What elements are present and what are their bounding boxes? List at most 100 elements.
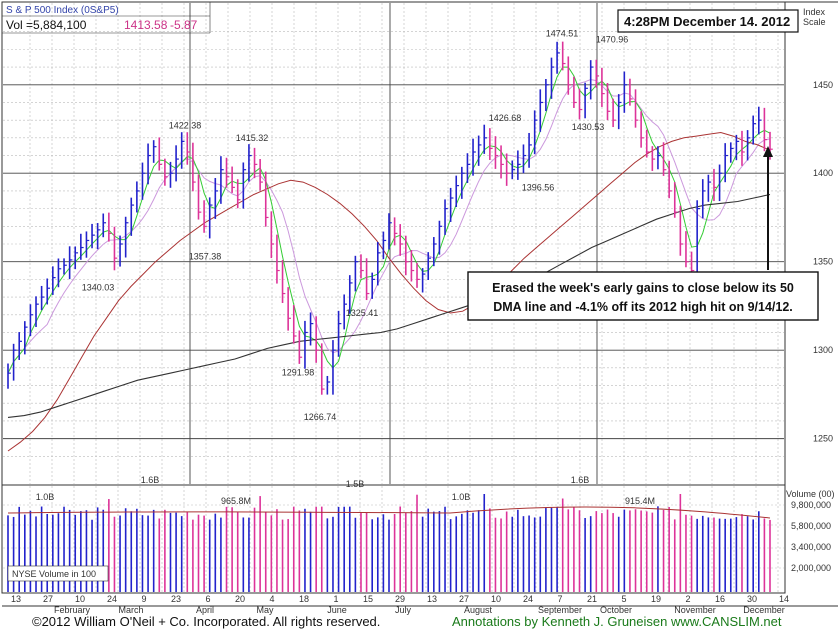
price-bar	[567, 56, 572, 95]
price-bar	[477, 135, 482, 166]
volume-tick-label: 3,400,000	[791, 542, 831, 552]
price-bar	[696, 200, 700, 278]
y-tick-label: 1300	[813, 345, 833, 355]
x-day-label: 14	[779, 594, 789, 604]
annotation-line-2: DMA line and -4.1% off its 2012 high hit…	[493, 300, 793, 314]
footer-copyright: ©2012 William O'Neil + Co. Incorporated.…	[32, 614, 380, 629]
price-bar	[57, 258, 62, 288]
x-day-label: 20	[235, 594, 245, 604]
price-bar	[606, 83, 611, 121]
volume-label: 1.6B	[141, 475, 160, 485]
y-tick-label: 1400	[813, 168, 833, 178]
price-bar	[601, 67, 605, 107]
volume-readout: Vol =5,884,100	[6, 18, 87, 32]
x-day-label: 7	[557, 594, 562, 604]
price-bar	[623, 71, 628, 113]
ma200-line	[7, 193, 771, 418]
price-label: 1426.68	[489, 113, 522, 123]
price-bars	[7, 41, 773, 395]
price-bar	[393, 217, 398, 246]
volume-label: 1.5B	[346, 479, 365, 489]
annotation-line-1: Erased the week's early gains to close b…	[492, 281, 794, 295]
price-bar	[533, 110, 538, 155]
price-bar	[584, 82, 588, 119]
price-bar	[657, 146, 661, 170]
x-month-label: August	[464, 605, 493, 615]
price-bar	[68, 246, 73, 280]
price-bar	[197, 174, 202, 220]
price-bar	[29, 304, 34, 337]
volume-axis-title: Volume (00)	[786, 489, 835, 499]
price-label: 1340.03	[82, 282, 115, 292]
price-bar	[528, 132, 532, 168]
price-bar	[152, 140, 157, 163]
x-day-label: 6	[205, 594, 210, 604]
price-bar	[63, 258, 67, 275]
x-day-label: 21	[587, 594, 597, 604]
price-bar	[147, 143, 151, 185]
price-bar	[511, 160, 516, 180]
price-bar	[545, 79, 549, 112]
price-bar	[119, 235, 123, 267]
y-tick-label: 1450	[813, 80, 833, 90]
price-bar	[304, 320, 308, 369]
x-month-label: February	[54, 605, 91, 615]
x-day-label: 1	[333, 594, 338, 604]
x-day-label: 30	[747, 594, 757, 604]
price-readout: 1413.58	[124, 18, 168, 32]
price-bar	[214, 178, 219, 219]
price-bar	[388, 213, 392, 250]
price-label: 1474.51	[546, 28, 579, 38]
ma20-line	[7, 78, 771, 374]
price-bar	[96, 223, 101, 250]
price-bar	[203, 200, 207, 233]
price-bar	[80, 233, 84, 260]
price-bar	[438, 220, 443, 255]
price-bar	[757, 106, 762, 135]
price-bar	[489, 128, 493, 160]
price-bar	[141, 162, 146, 200]
price-bar	[399, 224, 404, 256]
index-scale-label: Index Scale	[803, 7, 826, 27]
volume-tick-label: 5,800,000	[791, 521, 831, 531]
x-month-label: April	[196, 605, 214, 615]
x-month-label: May	[256, 605, 274, 615]
price-bar	[12, 343, 17, 381]
price-bar	[701, 179, 706, 219]
price-bar	[360, 254, 364, 279]
x-day-label: 27	[43, 594, 53, 604]
y-tick-label: 1350	[813, 257, 833, 267]
price-label: 1291.98	[282, 367, 315, 377]
x-day-label: 15	[363, 594, 373, 604]
price-bar	[410, 250, 415, 282]
x-day-label: 19	[651, 594, 661, 604]
x-month-label: March	[118, 605, 143, 615]
price-bar	[264, 171, 269, 227]
y-axis-ticks: 1450 1400 1350 1300 1250 9,800,000 5,800,000 3,…	[791, 80, 833, 573]
price-bar	[578, 88, 583, 120]
x-day-label: 27	[459, 594, 469, 604]
price-bar	[253, 147, 258, 179]
price-bar	[365, 258, 370, 301]
price-label: 1396.56	[522, 182, 555, 192]
price-panel-frame	[1, 1, 786, 486]
price-bar	[707, 174, 712, 202]
price-bar	[763, 107, 768, 152]
volume-legend: NYSE Volume in 100	[12, 569, 96, 579]
price-bar	[679, 205, 684, 256]
price-bar	[718, 164, 723, 202]
price-bar	[281, 260, 286, 303]
price-bar	[556, 41, 560, 74]
price-bar	[91, 223, 95, 249]
price-bar	[685, 231, 689, 268]
x-month-label: December	[743, 605, 785, 615]
price-bar	[270, 211, 275, 259]
price-bar	[752, 115, 756, 145]
price-bar	[472, 138, 476, 176]
price-bar	[259, 159, 263, 191]
price-bar	[208, 197, 213, 239]
price-bar	[741, 130, 745, 166]
price-bar	[348, 275, 353, 314]
price-bar	[158, 137, 163, 171]
price-bar	[371, 272, 375, 299]
